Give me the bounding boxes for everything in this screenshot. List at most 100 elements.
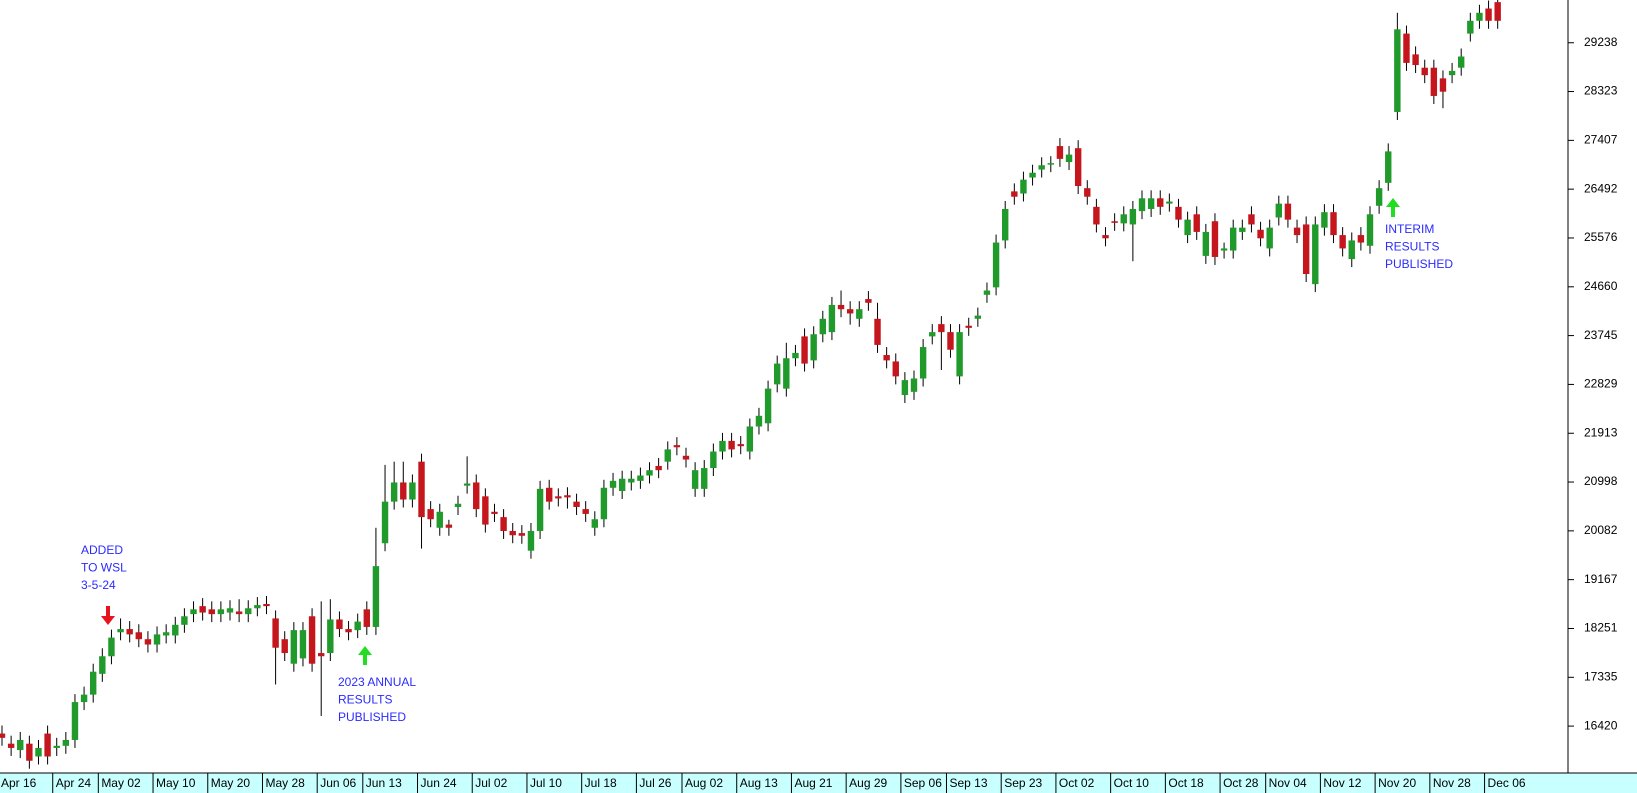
y-tick-label: 22829 <box>1584 377 1618 391</box>
candle-body <box>792 352 799 359</box>
annotation: RESULTS <box>338 693 392 707</box>
candle-body <box>235 611 243 615</box>
x-tick-label: May 28 <box>265 776 305 790</box>
candle-body <box>454 503 462 507</box>
candle-body <box>965 325 972 328</box>
x-tick-label: Oct 02 <box>1059 776 1095 790</box>
candle-body <box>108 637 115 657</box>
candle-body <box>263 604 270 607</box>
candle-body <box>436 511 443 528</box>
candle-body <box>44 733 51 757</box>
candle-body <box>646 470 653 476</box>
candle-body <box>0 733 6 738</box>
candle-body <box>1284 203 1292 220</box>
candle-body <box>1111 221 1118 223</box>
candle-body <box>80 694 88 703</box>
candle-body <box>1321 212 1328 228</box>
candle-body <box>546 487 553 502</box>
candle-body <box>308 616 316 664</box>
candle-body <box>135 632 142 640</box>
candle-body <box>500 517 507 531</box>
candle-body <box>1002 208 1009 241</box>
candle-body <box>701 468 708 489</box>
candle-body <box>90 671 97 695</box>
candle-body <box>1074 148 1082 187</box>
candle-body <box>1193 214 1200 232</box>
x-tick-label: Jul 10 <box>530 776 562 790</box>
candle-body <box>527 530 535 551</box>
candle-body <box>1293 227 1301 236</box>
candle-body <box>1412 54 1419 66</box>
candle-body <box>318 653 325 657</box>
candle-body <box>691 470 699 489</box>
y-tick-label: 26492 <box>1584 181 1618 195</box>
annotation: 2023 ANNUAL <box>338 675 416 689</box>
candle-body <box>783 358 790 389</box>
candle-body <box>1020 179 1027 194</box>
candle-body <box>618 478 626 491</box>
candle-body <box>463 483 471 486</box>
candle-body <box>655 465 662 471</box>
x-tick-label: Aug 02 <box>685 776 723 790</box>
candle-body <box>564 495 571 498</box>
candle-body <box>801 336 808 364</box>
candle-body <box>1011 191 1018 197</box>
candle-body <box>208 609 215 615</box>
candle-body <box>536 488 544 531</box>
candle-body <box>1266 227 1273 249</box>
y-tick-label: 20082 <box>1584 523 1618 537</box>
x-tick-label: Jul 02 <box>475 776 507 790</box>
arrow-down <box>101 606 115 625</box>
candle-body <box>1366 214 1374 246</box>
candle-body <box>1093 206 1100 225</box>
candle-body <box>35 747 42 757</box>
candle-body <box>719 440 726 452</box>
candle-body <box>1047 163 1054 165</box>
candle-body <box>327 619 334 654</box>
candle-body <box>1038 165 1045 170</box>
arrow-up <box>358 646 372 665</box>
candle-body <box>1430 67 1438 96</box>
x-tick-label: Aug 13 <box>740 776 778 790</box>
candle-body <box>1458 56 1465 68</box>
y-tick-label: 17335 <box>1584 669 1618 683</box>
y-tick-label: 19167 <box>1584 572 1618 586</box>
candle-body <box>555 496 562 499</box>
candle-body <box>1230 227 1237 251</box>
candle-body <box>865 299 872 303</box>
candle-body <box>682 455 690 460</box>
candle-body <box>1056 146 1064 159</box>
candle-body <box>144 639 152 645</box>
annotation: ADDED <box>81 543 123 557</box>
candle-body <box>728 440 735 450</box>
x-tick-label: Jul 18 <box>585 776 617 790</box>
candle-body <box>1330 212 1337 236</box>
candle-body <box>117 629 124 633</box>
x-tick-label: Oct 10 <box>1114 776 1150 790</box>
candle-body <box>837 304 845 310</box>
candle-body <box>390 482 398 502</box>
y-tick-label: 20998 <box>1584 474 1618 488</box>
candle-body <box>573 501 580 507</box>
candle-body <box>1239 227 1246 232</box>
x-tick-label: Jun 13 <box>366 776 402 790</box>
candle-body <box>591 519 598 528</box>
x-tick-label: Oct 18 <box>1168 776 1204 790</box>
candle-body <box>509 530 516 536</box>
candle-body <box>919 347 927 379</box>
candle-body <box>226 608 234 613</box>
candle-body <box>162 632 170 636</box>
x-axis-band <box>0 773 1637 793</box>
candle-body <box>628 478 635 483</box>
candle-body <box>992 242 1000 288</box>
x-tick-label: Jul 26 <box>639 776 671 790</box>
candle-body <box>883 355 890 361</box>
candle-body <box>1485 8 1492 21</box>
annotation: TO WSL <box>81 561 127 575</box>
x-tick-label: Aug 21 <box>794 776 832 790</box>
x-tick-label: Nov 20 <box>1378 776 1416 790</box>
candle-body <box>254 605 261 609</box>
candle-body <box>974 315 982 319</box>
candle-body <box>1494 2 1501 21</box>
